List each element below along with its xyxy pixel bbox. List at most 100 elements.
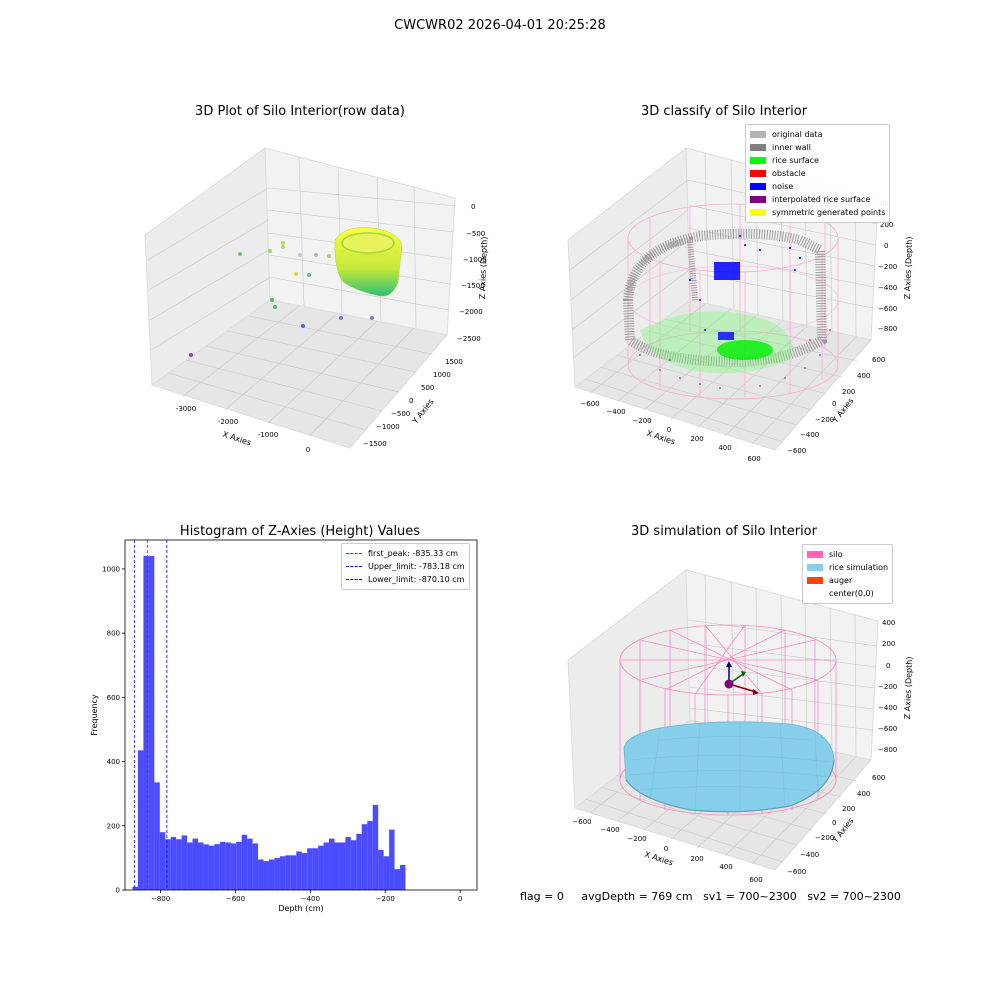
histogram-bar [318,845,324,890]
panel1-ytick: 1000 [433,371,451,379]
panel2-xtick: −400 [606,408,625,416]
legend-label: inner wall [772,143,812,152]
panel2-ztick: −200 [878,263,897,271]
histogram-bar [334,842,340,890]
panel4-rice-mesh [629,722,831,813]
histogram-bar [285,855,291,890]
panel4-ztick: 0 [886,662,890,670]
panel1-ticks: -3000 -2000 -1000 0 1500 1000 500 0 −500… [176,203,487,454]
histogram-bar [219,841,226,890]
histogram-bar [356,833,362,890]
legend-entry: original data [750,128,885,141]
panel2-ytick: 400 [857,372,870,380]
histogram-bar [230,843,237,890]
panel1-xtick: 0 [306,446,310,454]
legend-swatch [750,157,766,164]
legend-label: original data [772,130,823,139]
histogram-bar [252,843,259,890]
panel2-title: 3D classify of Silo Interior [640,104,808,119]
legend-label: interpolated rice surface [772,195,871,204]
legend-entry: Lower_limit: -870.10 cm [346,573,465,586]
panel2-ztick: 200 [880,221,893,229]
panel2-ztick: −600 [878,305,897,313]
panel2-rice-core [717,340,773,360]
histogram-bar [181,835,188,890]
legend-entry: silo [807,548,888,561]
panel1-ztick: −2000 [459,308,483,316]
footer-stats: flag = 0 avgDepth = 769 cm sv1 = 700~230… [520,890,901,903]
sv1-text: sv1 = 700~2300 [703,890,797,903]
panel4-rice-simulation [623,721,835,813]
histogram-xlabel: Depth (cm) [278,904,323,913]
panel4-xtick: 0 [664,845,668,853]
panel1-gridlines [147,156,457,437]
panel4-ytick: 200 [842,805,855,813]
legend-entry: interpolated rice surface [750,193,885,206]
panel2-ytick: 600 [872,356,885,364]
histogram-ytick-label: 600 [107,694,120,702]
panel4-ztick: 400 [882,619,895,627]
panel4-xtick: −200 [627,835,646,843]
legend-swatch [750,183,766,190]
sv2-text: sv2 = 700~2300 [807,890,901,903]
histogram-bar [208,845,215,890]
panel1-xtick: -1000 [258,431,278,439]
legend-entry: Upper_limit: -783.18 cm [346,560,465,573]
histogram-bar [312,848,319,890]
panel4-ztick: 200 [882,640,895,648]
panel1-ylabel: Y Axies [410,397,436,426]
legend-swatch [346,553,362,554]
histogram-xtick-label: −200 [376,895,395,903]
panel2-xlabel: X Axies [645,429,676,447]
panel4-xtick: −400 [600,826,619,834]
legend-label: rice simulation [829,563,889,572]
panel4-ztick: −200 [878,683,897,691]
histogram-bar [350,840,357,890]
panel2-noise-points [689,235,801,340]
histogram-bar [148,556,155,890]
histogram-bar [274,857,280,890]
panel2-ytick: 0 [832,400,836,408]
legend-swatch [807,577,823,584]
histogram-bar [383,856,390,890]
panel4-ztick: −600 [878,725,897,733]
histogram-xticks: −800 −600 −400 −200 0 [151,890,462,903]
legend-entry: inner wall [750,141,885,154]
histogram-bar [378,849,384,890]
panel4-ticks: −600 −400 −200 0 200 400 600 600 400 200… [572,619,897,884]
histogram-bar [394,869,401,890]
legend-swatch [807,564,823,571]
histogram-bar [198,842,204,890]
histogram-bar [176,839,182,890]
legend-swatch [750,209,766,216]
histogram-xtick-label: 0 [458,895,462,903]
panel1-ytick: 0 [409,397,413,405]
center-marker [724,679,734,689]
panel1-ztick: −2500 [457,335,481,343]
histogram-xtick-label: −800 [151,895,170,903]
panel1-ztick: −500 [466,230,485,238]
legend-swatch [807,590,823,597]
panel1-ytick: −500 [391,410,410,418]
legend-label: symmetric generated points [772,208,886,217]
panel1-ztick: −1000 [463,256,487,264]
panel2-xtick: 200 [690,435,703,443]
histogram-bar [154,782,160,890]
legend-label: noise [772,182,794,191]
panel2-zlabel: Z Axies (Depth) [903,236,914,299]
panel2-xtick: 400 [718,444,731,452]
panel4-ytick: 0 [832,819,836,827]
legend-entry: rice surface [750,154,885,167]
legend-label: rice surface [772,156,819,165]
panel4-title: 3D simulation of Silo Interior [631,524,817,539]
histogram-bar [159,832,166,890]
panel2-ztick: 0 [884,242,888,250]
panel1-point-cloud [189,227,403,357]
panel1-zlabel: Z Axies (Depth) [478,236,489,299]
histogram-title: Histogram of Z-Axies (Height) Values [179,524,421,539]
histogram-xtick-label: −400 [301,895,320,903]
histogram-yticks: 0 200 400 600 800 1000 [102,565,125,895]
legend-label: Upper_limit: -783.18 cm [368,562,465,571]
panel2-xtick: −600 [580,400,599,408]
panel2-ztick: −400 [878,284,897,292]
